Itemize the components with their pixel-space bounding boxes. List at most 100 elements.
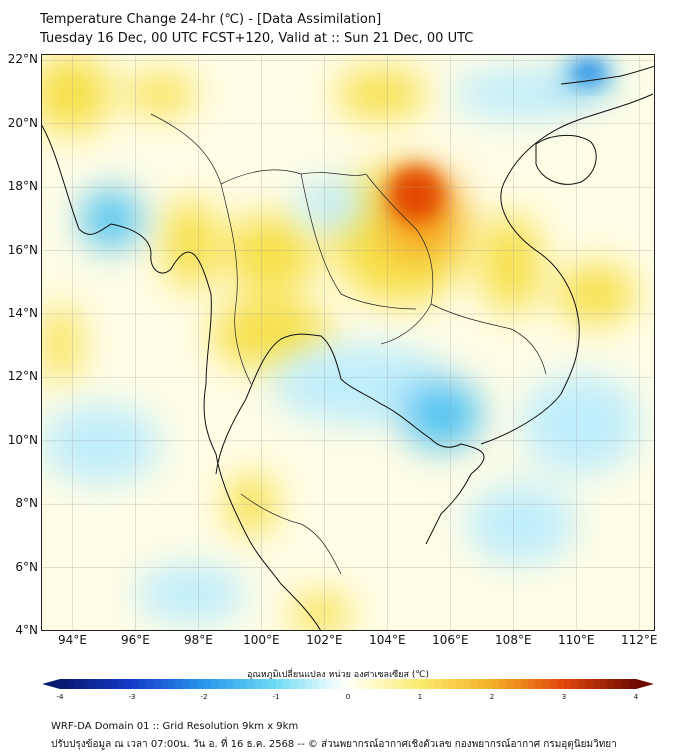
- longitude-tick-label: 102°E: [306, 633, 343, 647]
- colorbar-cell: [463, 679, 471, 689]
- longitude-tick-label: 110°E: [558, 633, 595, 647]
- colorbar-cell: [232, 679, 241, 689]
- map-frame: [41, 54, 655, 631]
- colorbar-cell: [319, 679, 327, 689]
- longitude-tick-label: 106°E: [432, 633, 469, 647]
- colorbar-cell: [132, 679, 140, 689]
- map-title: Temperature Change 24-hr (℃) - [Data Ass…: [40, 12, 382, 27]
- colorbar-cell: [470, 679, 478, 689]
- coastline-gulf-of-thailand: [215, 333, 485, 545]
- colorbar-cell: [153, 679, 162, 689]
- longitude-tick-label: 96°E: [121, 633, 150, 647]
- colorbar-cell: [506, 679, 514, 689]
- latitude-tick-label: 10°N: [7, 432, 38, 447]
- colorbar-cell: [304, 679, 313, 689]
- colorbar-cell: [290, 679, 298, 689]
- colorbar-cell: [340, 679, 349, 689]
- colorbar-cell: [326, 679, 334, 689]
- footer-model-info: WRF-DA Domain 01 :: Grid Resolution 9km …: [51, 721, 299, 732]
- colorbar-cell: [513, 679, 522, 689]
- latitude-tick-label: 8°N: [15, 496, 38, 511]
- coastline-hainan: [535, 135, 597, 185]
- colorbar-cell: [283, 679, 291, 689]
- footer-credit: ปรับปรุงข้อมูล ณ เวลา 07:00น. วัน อ. ที่…: [51, 739, 617, 750]
- colorbar-cell: [628, 679, 637, 689]
- coastline-vietnam: [480, 93, 654, 445]
- colorbar-cell: [535, 679, 543, 689]
- colorbar-cell: [398, 679, 406, 689]
- longitude-tick-label: 108°E: [495, 633, 532, 647]
- colorbar-cell: [189, 679, 198, 689]
- colorbar-cell: [196, 679, 205, 689]
- colorbar-tick-label: -4: [56, 693, 64, 701]
- colorbar-cell: [369, 679, 378, 689]
- coastline-mainland: [41, 123, 322, 631]
- colorbar-cell: [542, 679, 550, 689]
- colorbar-cell: [456, 679, 464, 689]
- colorbar-cell: [297, 679, 306, 689]
- colorbar-cell: [355, 679, 363, 689]
- latitude-tick-label: 6°N: [15, 559, 38, 574]
- colorbar-cell: [376, 679, 385, 689]
- colorbar-cell: [549, 679, 558, 689]
- colorbar-min-extend: [42, 679, 60, 689]
- colorbar-cell: [492, 679, 500, 689]
- colorbar-tick-label: 1: [417, 693, 423, 701]
- colorbar-cell: [499, 679, 507, 689]
- colorbar-cell: [225, 679, 234, 689]
- colorbar-cell: [441, 679, 450, 689]
- colorbar-tick-label: -3: [128, 693, 136, 701]
- colorbar-cell: [564, 679, 572, 689]
- latitude-tick-label: 16°N: [7, 242, 38, 257]
- colorbar-cell: [585, 679, 594, 689]
- latitude-tick-label: 14°N: [7, 305, 38, 320]
- colorbar-cell: [74, 679, 82, 689]
- colorbar-cell: [247, 679, 255, 689]
- longitude-tick-label: 94°E: [58, 633, 87, 647]
- colorbar-cell: [168, 679, 176, 689]
- colorbar-cell: [160, 679, 169, 689]
- colorbar-cell: [578, 679, 586, 689]
- colorbar-cell: [600, 679, 608, 689]
- map-subtitle: Tuesday 16 Dec, 00 UTC FCST+120, Valid a…: [40, 31, 474, 46]
- colorbar-cell: [607, 679, 615, 689]
- colorbar-cell: [261, 679, 270, 689]
- colorbar-cell: [139, 679, 147, 689]
- colorbar-cell: [571, 679, 579, 689]
- colorbar-cell: [592, 679, 601, 689]
- latitude-tick-label: 12°N: [7, 369, 38, 384]
- colorbar-cell: [348, 679, 356, 689]
- colorbar-cell: [124, 679, 133, 689]
- longitude-tick-label: 112°E: [621, 633, 658, 647]
- country-borders: [150, 113, 547, 575]
- latitude-tick-label: 22°N: [7, 52, 38, 67]
- colorbar-cell: [67, 679, 75, 689]
- colorbar-cell: [312, 679, 320, 689]
- colorbar-cell: [240, 679, 248, 689]
- colorbar-cell: [204, 679, 212, 689]
- longitude-tick-label: 98°E: [183, 633, 213, 647]
- colorbar-cell: [96, 679, 104, 689]
- colorbar-cell: [103, 679, 111, 689]
- colorbar-cell: [110, 679, 118, 689]
- colorbar-cell: [614, 679, 622, 689]
- colorbar-cell: [276, 679, 284, 689]
- colorbar-cell: [520, 679, 529, 689]
- colorbar-cell: [254, 679, 262, 689]
- longitude-tick-label: 100°E: [243, 633, 280, 647]
- colorbar-cell: [60, 679, 68, 689]
- cool-anomaly-field: [41, 61, 641, 624]
- colorbar-cell: [88, 679, 97, 689]
- colorbar-tick-label: 4: [633, 693, 639, 701]
- colorbar-cell: [81, 679, 90, 689]
- colorbar-cell: [412, 679, 421, 689]
- colorbar-cell: [420, 679, 428, 689]
- graticule: [41, 54, 655, 631]
- colorbar-cell: [333, 679, 342, 689]
- colorbar-tick-label: -1: [272, 693, 280, 701]
- colorbar-label: อุณหภูมิเปลี่ยนแปลง หน่วย องศาเซลเซียส (…: [246, 670, 430, 680]
- colorbar-cell: [218, 679, 226, 689]
- latitude-tick-label: 18°N: [7, 179, 38, 194]
- cool-core: [571, 60, 607, 84]
- colorbar-cell: [268, 679, 277, 689]
